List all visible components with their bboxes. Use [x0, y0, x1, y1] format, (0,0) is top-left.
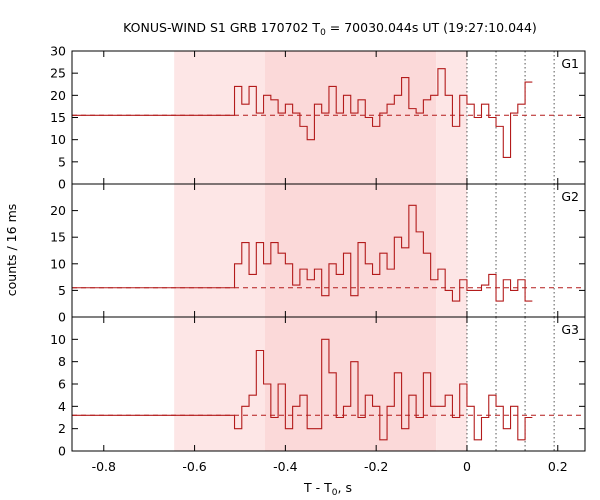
y-tick-label: 0: [58, 177, 66, 192]
y-axis-label: counts / 16 ms: [4, 204, 19, 297]
x-tick-label: -0.2: [364, 459, 388, 474]
chart-title: KONUS-WIND S1 GRB 170702 T0 = 70030.044s…: [123, 20, 537, 38]
shaded-region: [174, 184, 265, 317]
y-tick-label: 0: [58, 310, 66, 325]
x-tick-label: -0.4: [273, 459, 297, 474]
x-tick-label: -0.8: [92, 459, 116, 474]
panel-g1: 0 5 10 15 20 25 30 G1: [50, 44, 586, 192]
x-axis-label: T - T0, s: [303, 480, 352, 498]
panel-label: G3: [561, 322, 579, 337]
shaded-region: [174, 51, 265, 184]
x-axis-label-main: T - T: [303, 480, 332, 495]
shaded-region: [174, 317, 265, 451]
y-tick-label: 10: [50, 332, 66, 347]
y-tick-label: 6: [58, 377, 66, 392]
x-tick-label: 0.2: [548, 459, 568, 474]
x-tick-label: -0.6: [182, 459, 206, 474]
y-tick-label: 8: [58, 354, 66, 369]
panel-g3: 0 2 4 6 8 10 G3: [50, 316, 586, 459]
y-tick-label: 5: [58, 154, 66, 169]
y-tick-label: 4: [58, 399, 66, 414]
chart-title-rest: = 70030.044s UT (19:27:10.044): [326, 20, 537, 35]
y-tick-label: 10: [50, 132, 66, 147]
x-axis-label-subscript: 0: [332, 488, 338, 498]
shaded-region: [436, 184, 467, 317]
chart-title-main: KONUS-WIND S1 GRB 170702 T: [123, 20, 320, 35]
plot-area: 0 5 10 15 20 25 30 G1 0 5 10 15 20 G2 0 2 4 6 8 10 G3 -0.8 -0.…: [50, 44, 586, 474]
shaded-region: [264, 184, 437, 317]
y-tick-label: 25: [50, 66, 66, 81]
x-tick-label: 0: [463, 459, 471, 474]
light-curve-series: [72, 204, 533, 302]
y-tick-label: 20: [50, 203, 66, 218]
shaded-region: [436, 51, 467, 184]
shaded-region: [264, 51, 437, 184]
y-tick-label: 20: [50, 88, 66, 103]
panel-label: G2: [561, 189, 579, 204]
light-curve-series: [72, 68, 533, 158]
y-tick-label: 30: [50, 44, 66, 59]
y-tick-label: 5: [58, 283, 66, 298]
y-tick-label: 15: [50, 230, 66, 245]
y-tick-label: 10: [50, 256, 66, 271]
y-tick-label: 15: [50, 110, 66, 125]
light-curve-series: [72, 338, 533, 441]
panel-g2: 0 5 10 15 20 G2: [50, 183, 586, 325]
x-axis-label-rest: , s: [338, 480, 352, 495]
chart-title-subscript: 0: [320, 28, 326, 38]
y-tick-label: 0: [58, 444, 66, 459]
panel-label: G1: [561, 56, 579, 71]
y-tick-label: 2: [58, 421, 66, 436]
